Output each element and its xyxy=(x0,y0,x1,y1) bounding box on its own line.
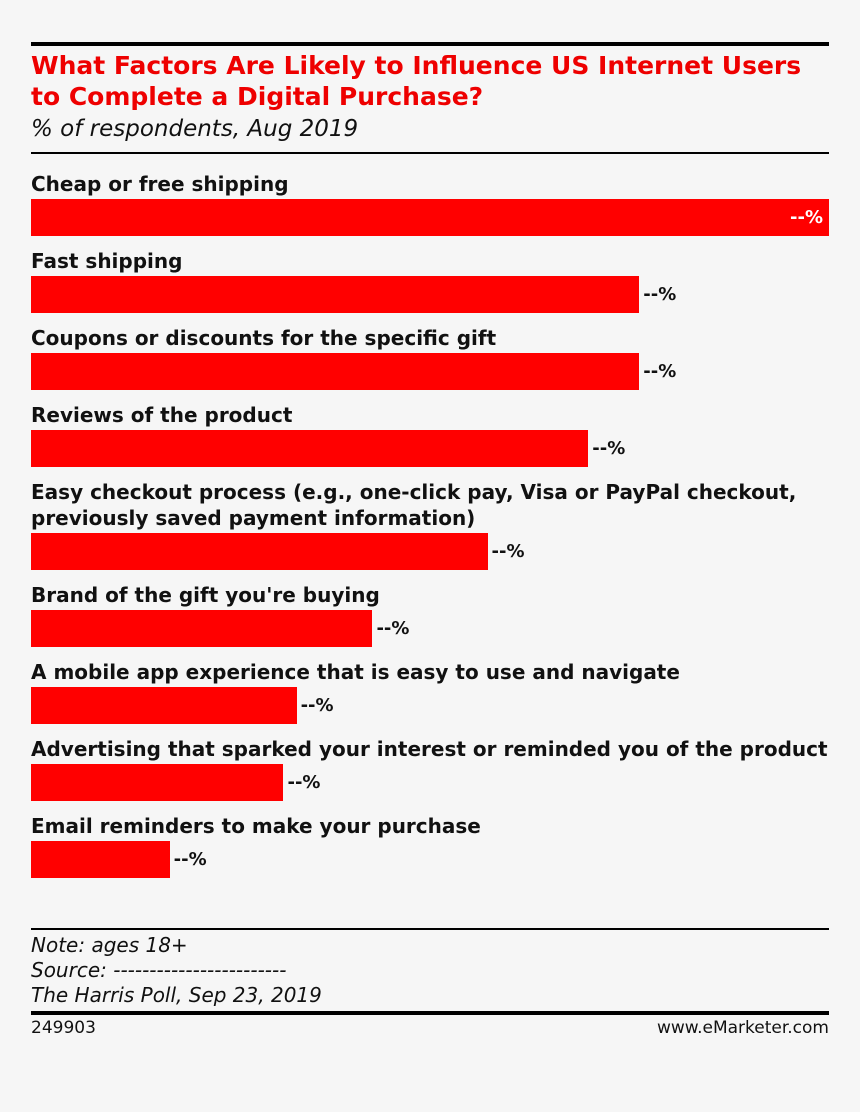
note-line: Source: ------------------------ xyxy=(31,958,287,982)
bar xyxy=(31,276,640,313)
category-label: Advertising that sparked your interest o… xyxy=(31,737,828,761)
value-label: --% xyxy=(790,207,823,228)
bar-row: --% xyxy=(31,533,829,570)
bar-row: --% xyxy=(31,764,829,801)
value-label: --% xyxy=(173,849,207,870)
bar-row: --% xyxy=(31,610,829,647)
chart-subtitle: % of respondents, Aug 2019 xyxy=(31,116,359,142)
bar-row: --% xyxy=(31,430,829,467)
value-label: --% xyxy=(300,695,334,716)
bottom-rule xyxy=(31,1011,829,1015)
notes-rule xyxy=(31,928,829,930)
source-site: www.eMarketer.com xyxy=(656,1018,829,1038)
value-label: --% xyxy=(287,772,321,793)
header-rule xyxy=(31,152,829,154)
bar-item: Brand of the gift you're buying --% xyxy=(31,582,829,647)
category-label: Fast shipping xyxy=(31,249,183,273)
bar-row: --% xyxy=(31,353,829,390)
chart-title: What Factors Are Likely to Influence US … xyxy=(31,51,802,111)
value-label: --% xyxy=(491,541,525,562)
bar xyxy=(31,764,284,801)
bar-row: --% xyxy=(31,276,829,313)
bar-item: Easy checkout process (e.g., one-click p… xyxy=(31,479,829,570)
bar-row: --% xyxy=(31,841,829,878)
bar xyxy=(31,687,297,724)
bar xyxy=(31,199,829,236)
category-label: A mobile app experience that is easy to … xyxy=(31,660,680,684)
bar xyxy=(31,533,488,570)
category-label: Easy checkout process (e.g., one-click p… xyxy=(31,480,797,530)
bar-item: Cheap or free shipping --% xyxy=(31,171,829,236)
category-label: Brand of the gift you're buying xyxy=(31,583,380,607)
category-label: Reviews of the product xyxy=(31,403,293,427)
bar xyxy=(31,610,373,647)
note-line: Note: ages 18+ xyxy=(31,933,188,957)
notes: Note: ages 18+ Source: ------------------… xyxy=(31,933,322,1008)
plot: Cheap or free shipping --% Fast shipping --… xyxy=(31,171,829,890)
bar-item: A mobile app experience that is easy to … xyxy=(31,659,829,724)
category-label: Coupons or discounts for the specific gi… xyxy=(31,326,497,350)
value-label: --% xyxy=(643,284,677,305)
bar-row: --% xyxy=(31,687,829,724)
category-label: Cheap or free shipping xyxy=(31,172,289,196)
bar xyxy=(31,430,589,467)
top-rule xyxy=(31,42,829,46)
bar-item: Email reminders to make your purchase --% xyxy=(31,813,829,878)
bar-item: Fast shipping --% xyxy=(31,248,829,313)
bar-item: Coupons or discounts for the specific gi… xyxy=(31,325,829,390)
bar-item: Advertising that sparked your interest o… xyxy=(31,736,829,801)
note-line: The Harris Poll, Sep 23, 2019 xyxy=(31,983,322,1007)
chart-id: 249903 xyxy=(31,1018,96,1038)
category-label: Email reminders to make your purchase xyxy=(31,814,481,838)
bar-item: Reviews of the product --% xyxy=(31,402,829,467)
bar-row: --% xyxy=(31,199,829,236)
value-label: --% xyxy=(643,361,677,382)
bar xyxy=(31,353,640,390)
value-label: --% xyxy=(376,618,410,639)
bar xyxy=(31,841,170,878)
value-label: --% xyxy=(592,438,626,459)
